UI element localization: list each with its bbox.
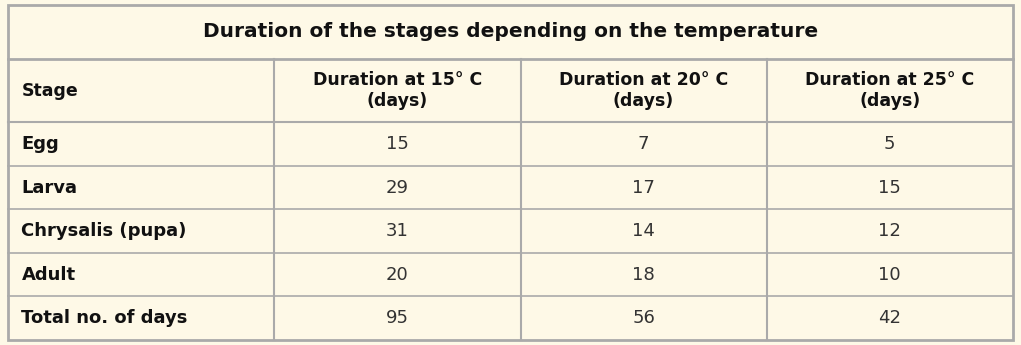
Text: 15: 15 xyxy=(878,179,902,197)
Text: 29: 29 xyxy=(386,179,409,197)
Text: Duration at 20° C
(days): Duration at 20° C (days) xyxy=(558,71,728,110)
Text: 15: 15 xyxy=(386,135,409,153)
Text: Duration of the stages depending on the temperature: Duration of the stages depending on the … xyxy=(203,22,818,41)
Text: Egg: Egg xyxy=(21,135,59,153)
Text: 31: 31 xyxy=(386,222,409,240)
Text: Duration at 25° C
(days): Duration at 25° C (days) xyxy=(806,71,974,110)
Text: 56: 56 xyxy=(632,309,655,327)
Text: 17: 17 xyxy=(632,179,655,197)
Text: 12: 12 xyxy=(878,222,902,240)
Text: 14: 14 xyxy=(632,222,655,240)
Text: 7: 7 xyxy=(638,135,649,153)
Text: 95: 95 xyxy=(386,309,409,327)
Text: 10: 10 xyxy=(878,266,902,284)
Text: Duration at 15° C
(days): Duration at 15° C (days) xyxy=(312,71,482,110)
Text: 20: 20 xyxy=(386,266,408,284)
Text: 18: 18 xyxy=(632,266,655,284)
Text: Larva: Larva xyxy=(21,179,78,197)
Text: 42: 42 xyxy=(878,309,902,327)
Text: Chrysalis (pupa): Chrysalis (pupa) xyxy=(21,222,187,240)
Text: Stage: Stage xyxy=(21,81,79,100)
Text: Total no. of days: Total no. of days xyxy=(21,309,188,327)
Text: 5: 5 xyxy=(884,135,895,153)
Text: Adult: Adult xyxy=(21,266,76,284)
Bar xyxy=(8,5,1013,59)
